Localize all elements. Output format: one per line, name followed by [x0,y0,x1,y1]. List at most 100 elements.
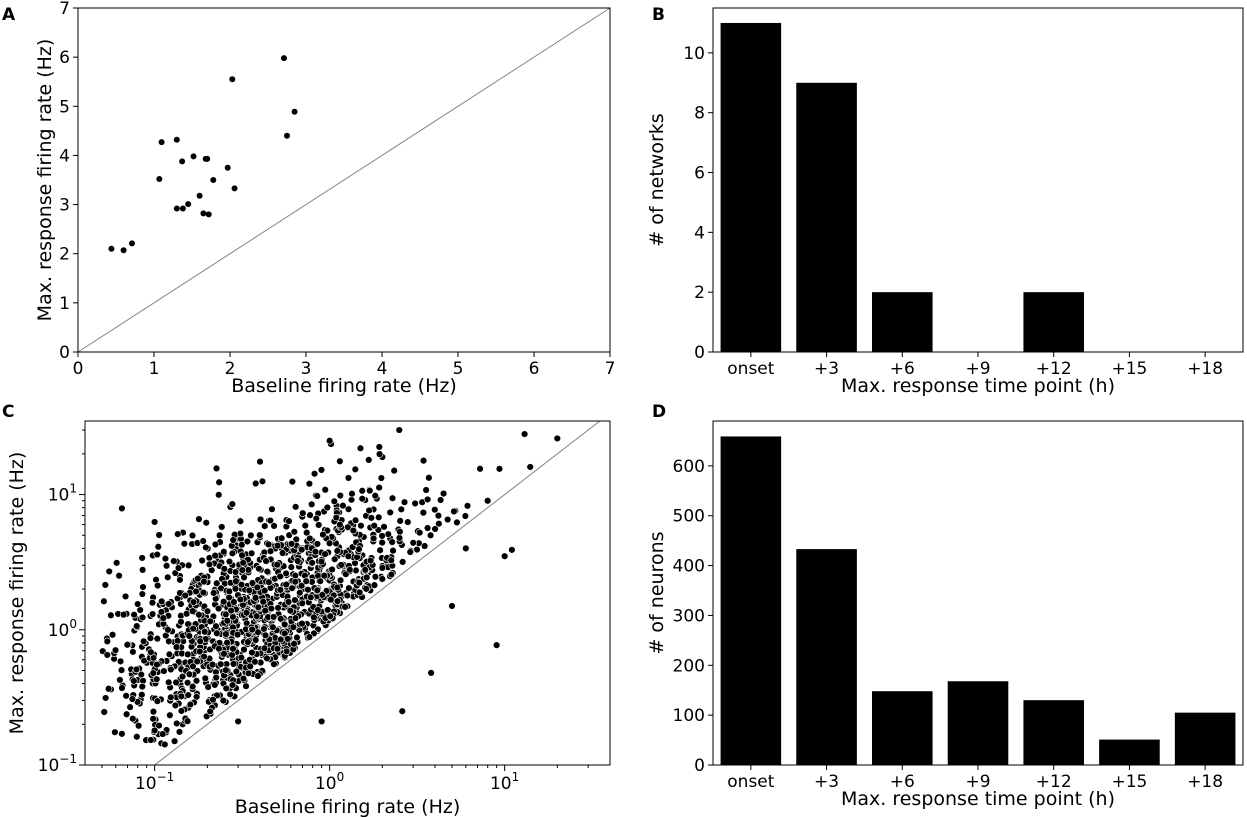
y-tick-label: 0 [694,756,705,776]
y-tick-label: 2 [59,245,70,265]
data-point [165,650,174,659]
data-point [260,586,269,595]
x-axis-label: Baseline firing rate (Hz) [231,375,457,397]
data-point [296,588,304,597]
data-point [260,644,269,652]
data-point [242,609,251,617]
data-point [277,534,286,542]
x-tick-label: onset [727,772,774,792]
data-point [108,631,117,639]
data-point [355,545,363,553]
data-point [117,666,126,674]
data-point [237,653,246,662]
data-point [425,474,433,482]
data-point [356,444,365,452]
data-point [370,581,379,589]
data-point [462,544,470,553]
data-point [164,600,173,608]
data-point [210,589,218,597]
data-point [310,613,318,621]
data-point [103,637,112,646]
data-point [179,158,186,165]
data-point [176,576,184,584]
data-point [177,707,186,715]
data-point [133,600,142,608]
x-tick-label: 6 [529,359,540,379]
data-point [333,597,342,605]
data-point [132,665,141,674]
data-point [348,490,356,498]
data-point [389,546,397,555]
data-point [303,528,311,537]
data-point [183,679,192,687]
x-tick-label: +12 [1036,359,1072,379]
data-point [398,707,406,715]
data-point [371,573,380,581]
data-point [508,546,516,554]
data-point [346,566,354,574]
data-point [298,599,306,607]
data-point [248,579,257,587]
data-point [326,612,334,620]
data-point [321,550,329,558]
data-point [231,568,240,576]
data-point [317,717,326,726]
data-point [181,591,189,600]
data-point [116,657,125,666]
data-point [436,496,445,504]
data-point [245,586,254,595]
data-point [121,592,130,601]
data-point [297,582,306,590]
data-point [344,505,353,513]
data-point [351,465,360,474]
x-axis-label: Max. response time point (h) [841,788,1115,810]
y-tick-label: 100 [673,706,705,726]
data-point [365,506,373,515]
data-point [153,675,161,683]
data-point [332,513,340,522]
data-point [453,518,461,527]
data-point [290,640,298,648]
data-point [146,634,155,642]
data-point [252,636,260,644]
data-point [291,571,300,580]
x-axis-label: Max. response time point (h) [841,375,1115,397]
data-point [150,726,159,735]
data-point [258,477,267,486]
data-point [409,539,417,547]
data-point [492,641,501,649]
data-point [367,514,376,522]
data-point [111,646,120,654]
data-point [227,606,235,615]
data-point [273,541,282,550]
data-point [247,549,256,558]
data-point [349,526,358,535]
data-point [345,584,353,592]
data-point [351,516,360,525]
data-point [251,658,259,666]
data-point [179,205,186,212]
data-point [413,545,421,554]
panel-c-scatter-log: C 10−1 100 101 10−1 100 101 Baseline firing rat… [2,402,611,818]
x-tick-label: 100 [315,770,344,794]
data-point [294,557,302,565]
data-point [362,585,370,593]
data-point [119,610,128,619]
data-point [553,434,562,443]
data-point [463,502,472,510]
bar-onset [720,436,782,765]
y-tick-label: 8 [694,104,705,124]
data-point [177,618,185,626]
data-point [267,604,276,613]
data-point [282,569,290,578]
y-tick-label: 6 [694,164,705,184]
data-point [336,491,345,500]
data-point [280,55,287,62]
data-point [239,559,247,567]
data-point [443,515,452,524]
data-point [158,139,165,146]
data-point [212,622,220,630]
data-point [206,617,214,625]
data-point [129,714,137,723]
data-point [378,575,386,583]
